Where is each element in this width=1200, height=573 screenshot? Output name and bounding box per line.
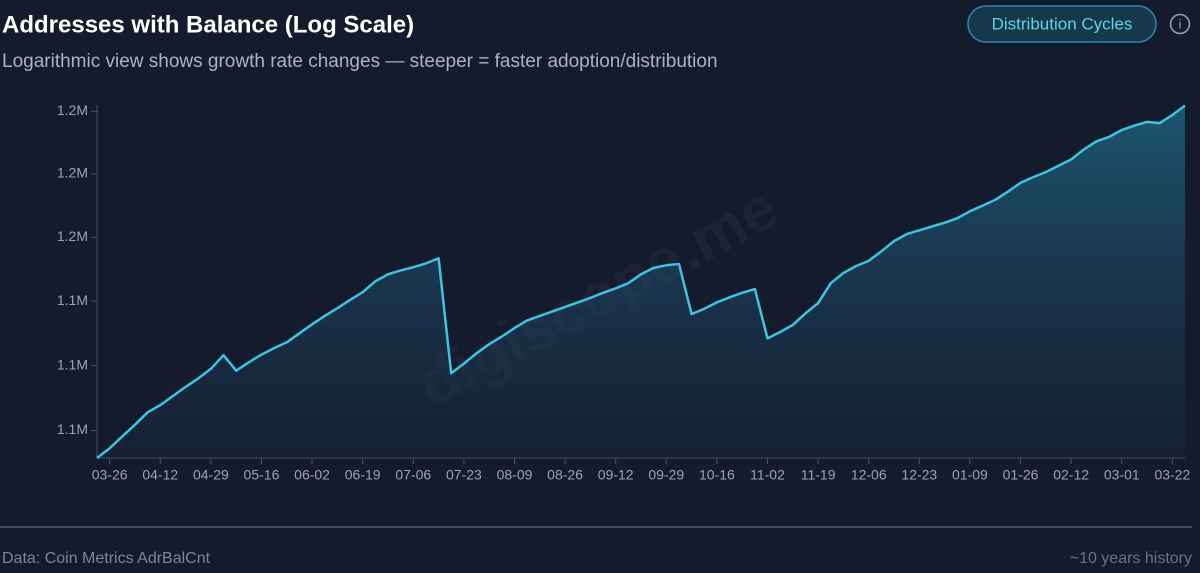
button-background [967,5,1157,43]
info-circle [1169,13,1191,35]
x-tick-label: 07-06 [395,467,431,483]
x-tick-label: 10-16 [699,467,735,483]
x-tick-label: 04-29 [193,467,229,483]
y-tick-label: 1.1M [57,292,88,308]
x-tick-label: 12-06 [851,467,887,483]
info-icon[interactable]: i [1169,13,1191,35]
x-tick-label: 09-29 [648,467,684,483]
line [96,104,1186,459]
x-tick-label: 12-23 [901,467,937,483]
x-tick-label: 01-09 [952,467,988,483]
x-tick-label: 06-19 [345,467,381,483]
y-tick-label: 1.2M [57,102,88,118]
distribution-cycles-button[interactable]: Distribution Cycles [967,5,1157,43]
x-tick-label: 01-26 [1003,467,1039,483]
y-tick-label: 1.1M [57,356,88,372]
x-tick-label: 05-16 [244,467,280,483]
y-tick-label: 1.1M [57,421,88,437]
x-tick-label: 07-23 [446,467,482,483]
info-glyph: i [1179,16,1182,31]
x-tick-label: 03-01 [1104,467,1140,483]
title: Addresses with Balance (Log Scale) [2,11,414,38]
x-tick-label: 02-12 [1053,467,1089,483]
chart: digiscope.me1.1M1.1M1.1M1.2M1.2M1.2M03-2… [57,102,1191,483]
y-tick-label: 1.2M [57,228,88,244]
x-tick-label: 08-26 [547,467,583,483]
x-tick-label: 03-22 [1154,467,1190,483]
x-tick-label: 09-12 [598,467,634,483]
footer-history: ~10 years history [1070,550,1192,567]
x-tick-label: 08-09 [497,467,533,483]
x-tick-label: 04-12 [142,467,178,483]
x-tick-label: 11-02 [750,467,785,483]
footer-source: Data: Coin Metrics AdrBalCnt [2,550,211,567]
button-label: Distribution Cycles [992,14,1133,33]
subtitle: Logarithmic view shows growth rate chang… [2,51,718,72]
y-tick-label: 1.2M [57,165,88,181]
area [97,105,1185,458]
x-tick-label: 03-26 [92,467,128,483]
x-tick-label: 11-19 [801,467,836,483]
x-tick-label: 06-02 [294,467,330,483]
